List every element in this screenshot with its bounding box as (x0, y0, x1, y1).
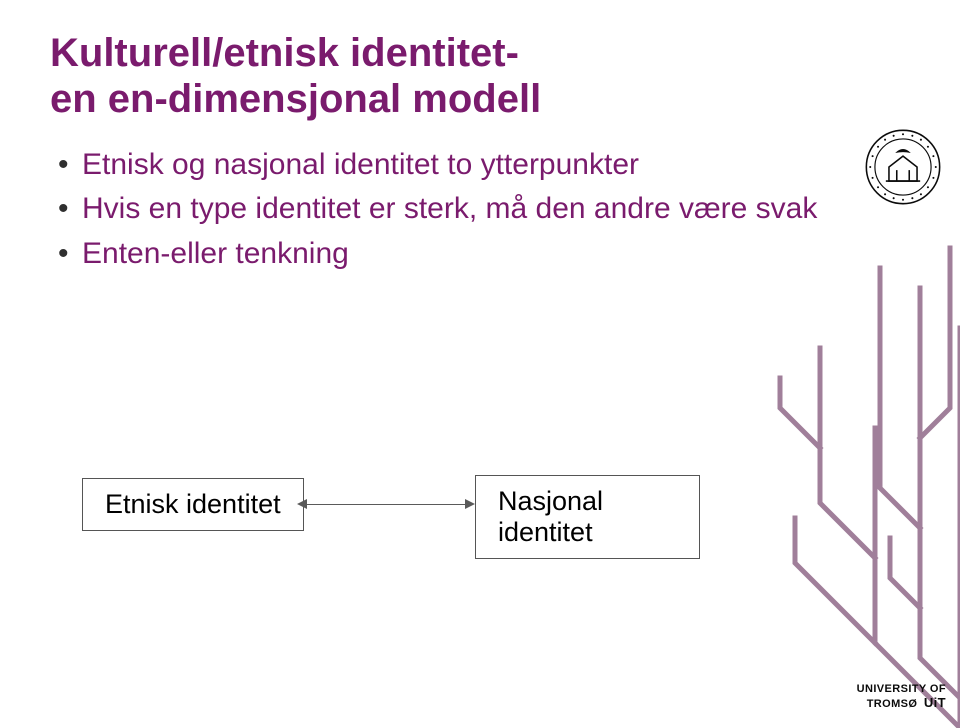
bullet-item: Hvis en type identitet er sterk, må den … (58, 190, 910, 228)
arrowhead-left-icon (297, 499, 307, 509)
bullet-text: Etnisk og nasjonal identitet to ytterpun… (82, 148, 639, 181)
bullet-list: Etnisk og nasjonal identitet to ytterpun… (50, 146, 910, 273)
box-national-identity: Nasjonal identitet (475, 475, 700, 559)
bullet-text: Hvis en type identitet er sterk, må den … (82, 192, 817, 225)
bullet-item: Etnisk og nasjonal identitet to ytterpun… (58, 146, 910, 184)
slide: Kulturell/etnisk identitet- en en-dimens… (0, 0, 960, 728)
diagram-connector (305, 504, 467, 505)
bullet-text: Enten-eller tenkning (82, 237, 349, 270)
title-line-2: en en-dimensjonal modell (50, 77, 541, 121)
identity-diagram: Etnisk identitet Nasjonal identitet (0, 443, 700, 563)
arrowhead-right-icon (465, 499, 475, 509)
box-ethnic-identity: Etnisk identitet (82, 478, 304, 531)
bullet-item: Enten-eller tenkning (58, 235, 910, 273)
title-line-1: Kulturell/etnisk identitet- (50, 31, 519, 75)
slide-title: Kulturell/etnisk identitet- en en-dimens… (50, 30, 910, 122)
